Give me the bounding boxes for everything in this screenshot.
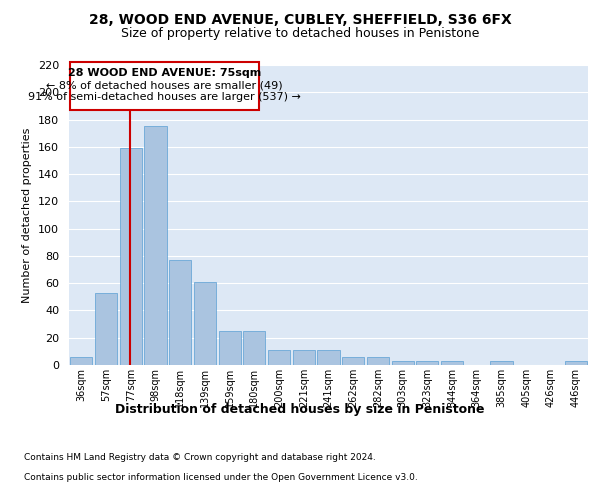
Text: ← 8% of detached houses are smaller (49): ← 8% of detached houses are smaller (49) bbox=[46, 80, 283, 90]
Bar bbox=[317, 350, 340, 365]
Text: Contains public sector information licensed under the Open Government Licence v3: Contains public sector information licen… bbox=[24, 472, 418, 482]
Text: Distribution of detached houses by size in Penistone: Distribution of detached houses by size … bbox=[115, 402, 485, 415]
Text: 28, WOOD END AVENUE, CUBLEY, SHEFFIELD, S36 6FX: 28, WOOD END AVENUE, CUBLEY, SHEFFIELD, … bbox=[89, 12, 511, 26]
Text: Size of property relative to detached houses in Penistone: Size of property relative to detached ho… bbox=[121, 28, 479, 40]
Bar bbox=[268, 350, 290, 365]
Bar bbox=[218, 331, 241, 365]
Bar bbox=[490, 361, 512, 365]
Bar bbox=[441, 361, 463, 365]
Bar bbox=[392, 361, 414, 365]
Bar bbox=[119, 148, 142, 365]
Text: Contains HM Land Registry data © Crown copyright and database right 2024.: Contains HM Land Registry data © Crown c… bbox=[24, 452, 376, 462]
Bar bbox=[565, 361, 587, 365]
FancyBboxPatch shape bbox=[70, 62, 259, 110]
Y-axis label: Number of detached properties: Number of detached properties bbox=[22, 128, 32, 302]
Bar bbox=[169, 260, 191, 365]
Text: 28 WOOD END AVENUE: 75sqm: 28 WOOD END AVENUE: 75sqm bbox=[68, 68, 262, 78]
Bar bbox=[243, 331, 265, 365]
Bar bbox=[194, 282, 216, 365]
Bar bbox=[293, 350, 315, 365]
Text: 91% of semi-detached houses are larger (537) →: 91% of semi-detached houses are larger (… bbox=[28, 92, 301, 102]
Bar bbox=[95, 292, 117, 365]
Bar bbox=[70, 357, 92, 365]
Bar bbox=[145, 126, 167, 365]
Bar bbox=[367, 357, 389, 365]
Bar bbox=[416, 361, 439, 365]
Bar bbox=[342, 357, 364, 365]
